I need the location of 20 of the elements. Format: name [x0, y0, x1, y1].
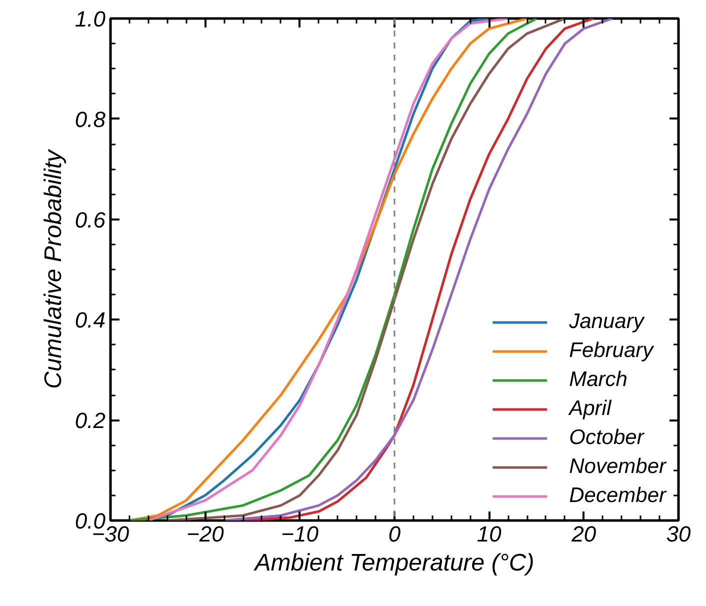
legend-label: March [569, 368, 628, 392]
legend-label: February [569, 339, 654, 363]
legend-label: December [569, 484, 666, 508]
x-tick-label: −10 [281, 522, 320, 546]
x-tick-label: 10 [476, 522, 502, 546]
legend-label: January [569, 310, 644, 334]
legend-label: October [569, 426, 644, 450]
x-tick-label: 0 [388, 522, 402, 546]
y-tick-label: 0.6 [74, 207, 106, 232]
x-tick-label: 30 [666, 522, 692, 546]
x-axis-title: Ambient Temperature (°C) [252, 550, 534, 576]
y-axis-title: Cumulative Probability [40, 148, 67, 389]
x-tick-label: −20 [186, 522, 225, 546]
y-tick-label: 0.2 [74, 408, 106, 434]
y-tick-label: 0.8 [74, 106, 106, 132]
legend-label: April [569, 397, 612, 421]
x-tick-label: 20 [570, 522, 597, 546]
y-tick-label: 0.4 [74, 308, 106, 333]
legend-label: November [569, 455, 666, 479]
y-tick-label: 1.0 [74, 6, 106, 32]
